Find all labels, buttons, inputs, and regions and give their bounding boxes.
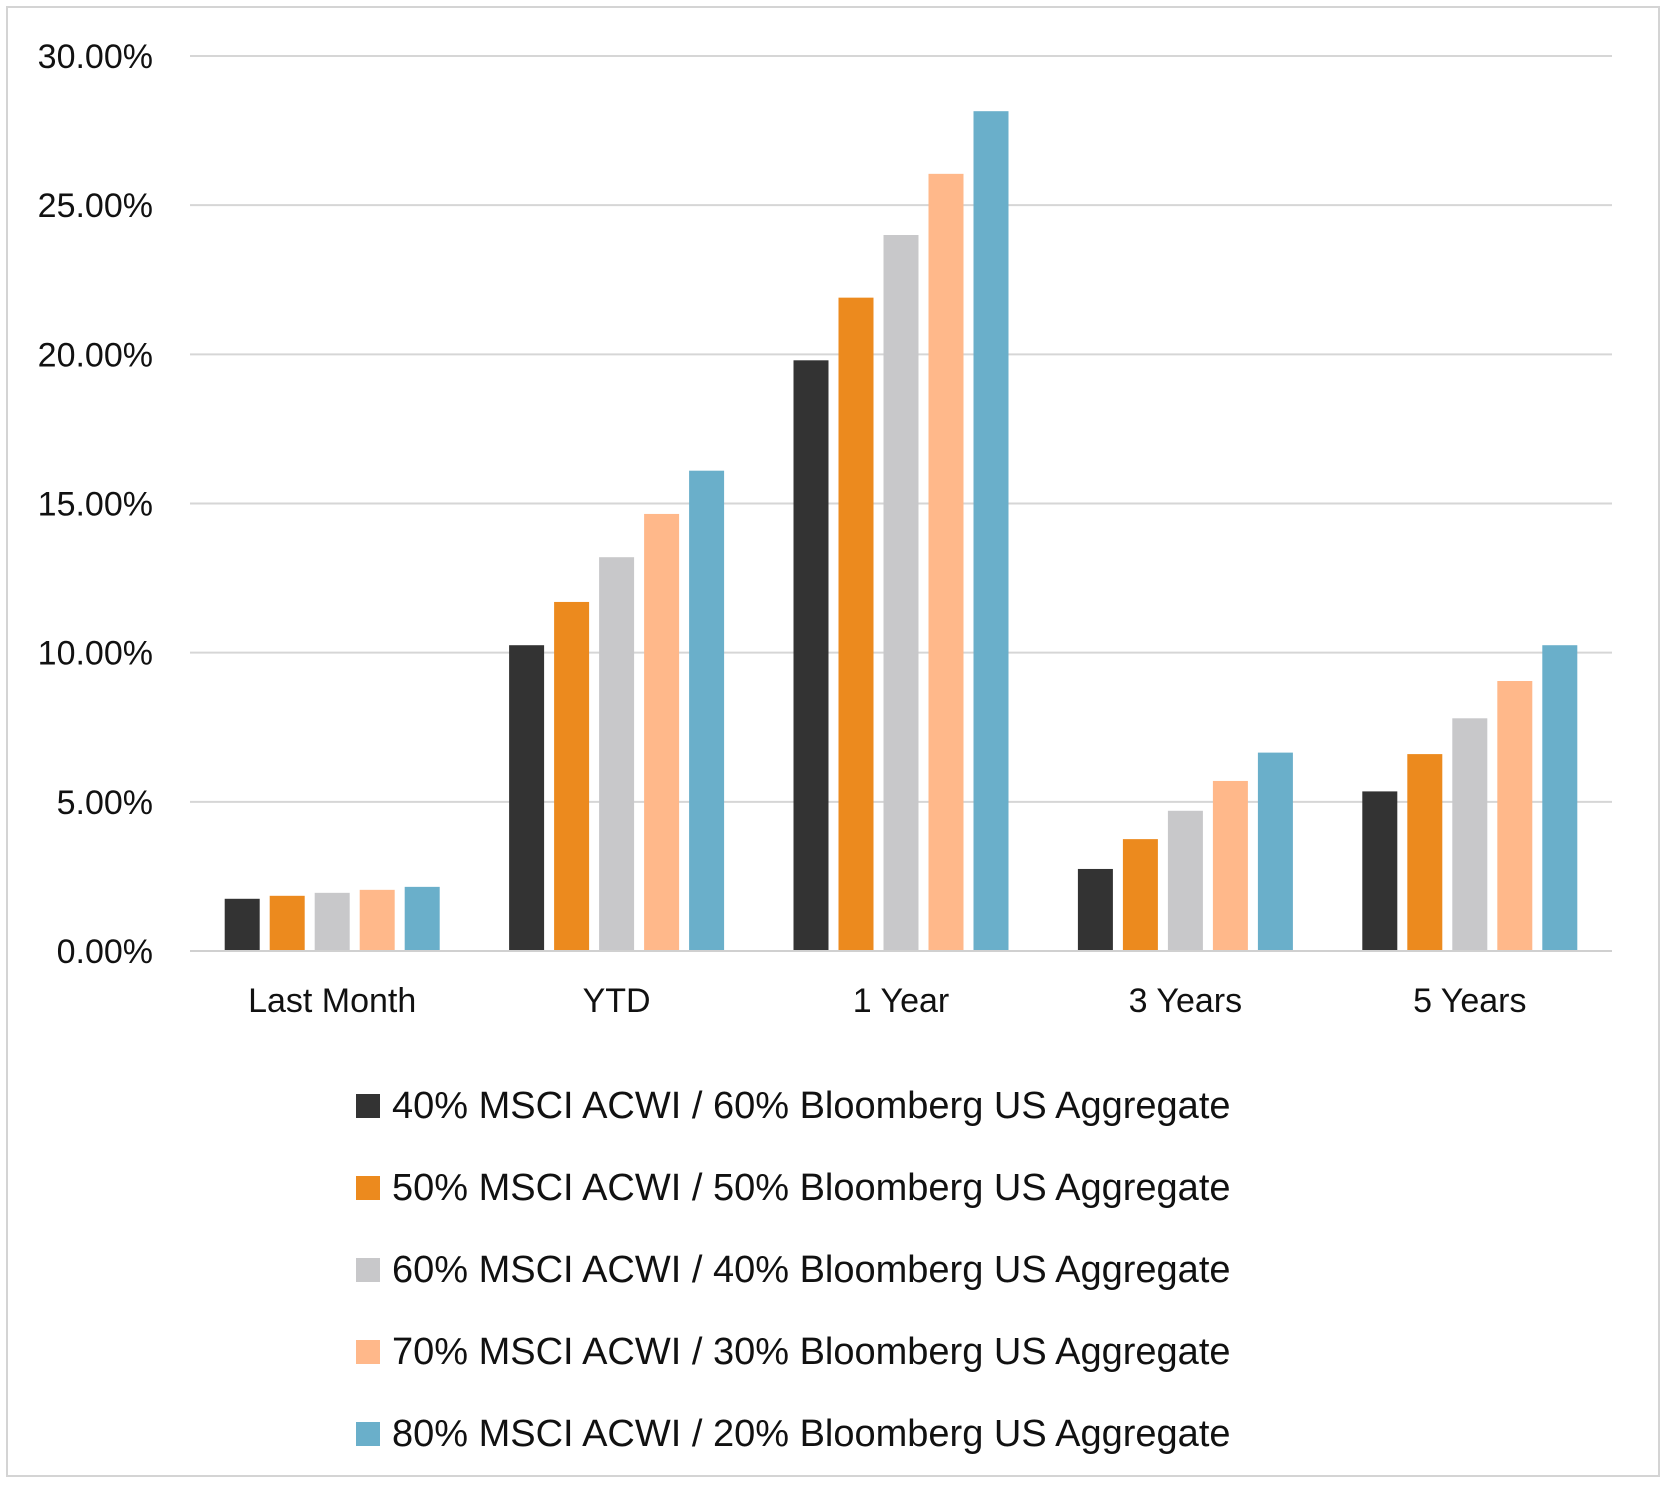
legend-label: 80% MSCI ACWI / 20% Bloomberg US Aggrega… xyxy=(392,1412,1231,1455)
bar xyxy=(599,557,635,951)
bar xyxy=(359,889,395,951)
y-tick-label: 20.00% xyxy=(38,336,153,374)
legend-label: 60% MSCI ACWI / 40% Bloomberg US Aggrega… xyxy=(392,1248,1231,1291)
legend: 40% MSCI ACWI / 60% Bloomberg US Aggrega… xyxy=(356,1065,1231,1475)
bar xyxy=(1497,681,1533,951)
bar xyxy=(1167,810,1203,951)
bar xyxy=(928,173,964,951)
legend-item: 70% MSCI ACWI / 30% Bloomberg US Aggrega… xyxy=(356,1311,1231,1393)
x-category-label: 3 Years xyxy=(1129,982,1242,1020)
bar xyxy=(404,886,440,951)
bar xyxy=(509,645,545,951)
legend-swatch xyxy=(356,1258,380,1282)
bar xyxy=(838,297,874,951)
bar-chart: 0.00% 5.00% 10.00% 15.00% 20.00% 25.00% 30.00%… xyxy=(38,38,1612,1020)
bar xyxy=(689,470,725,951)
y-tick-label: 5.00% xyxy=(57,784,153,822)
legend-item: 40% MSCI ACWI / 60% Bloomberg US Aggrega… xyxy=(356,1065,1231,1147)
bar xyxy=(1257,752,1293,951)
bar xyxy=(1407,754,1443,951)
legend-swatch xyxy=(356,1340,380,1364)
y-tick-label: 0.00% xyxy=(57,933,153,971)
legend-item: 80% MSCI ACWI / 20% Bloomberg US Aggrega… xyxy=(356,1393,1231,1475)
x-category-label: Last Month xyxy=(248,982,416,1020)
bar xyxy=(1362,791,1398,951)
bar xyxy=(973,111,1009,952)
legend-swatch xyxy=(356,1422,380,1446)
bar xyxy=(1452,718,1488,951)
legend-label: 70% MSCI ACWI / 30% Bloomberg US Aggrega… xyxy=(392,1330,1231,1373)
bar xyxy=(314,892,350,951)
legend-swatch xyxy=(356,1176,380,1200)
x-category-label: YTD xyxy=(583,982,651,1020)
bar xyxy=(793,360,829,951)
bar xyxy=(1077,868,1113,951)
bar xyxy=(644,513,680,951)
legend-swatch xyxy=(356,1094,380,1118)
bar xyxy=(883,235,919,951)
bar xyxy=(554,601,590,951)
bar xyxy=(1122,839,1158,951)
x-category-label: 1 Year xyxy=(853,982,949,1020)
y-tick-label: 10.00% xyxy=(38,635,153,673)
y-tick-label: 15.00% xyxy=(38,486,153,524)
bar xyxy=(224,898,260,951)
legend-item: 60% MSCI ACWI / 40% Bloomberg US Aggrega… xyxy=(356,1229,1231,1311)
chart-frame xyxy=(6,6,1660,1477)
legend-label: 50% MSCI ACWI / 50% Bloomberg US Aggrega… xyxy=(392,1166,1231,1209)
bar xyxy=(1542,645,1578,951)
legend-label: 40% MSCI ACWI / 60% Bloomberg US Aggrega… xyxy=(392,1084,1231,1127)
x-category-label: 5 Years xyxy=(1413,982,1526,1020)
bar xyxy=(1212,780,1248,951)
y-tick-label: 30.00% xyxy=(38,38,153,76)
y-tick-label: 25.00% xyxy=(38,187,153,225)
legend-item: 50% MSCI ACWI / 50% Bloomberg US Aggrega… xyxy=(356,1147,1231,1229)
bar xyxy=(269,895,305,951)
